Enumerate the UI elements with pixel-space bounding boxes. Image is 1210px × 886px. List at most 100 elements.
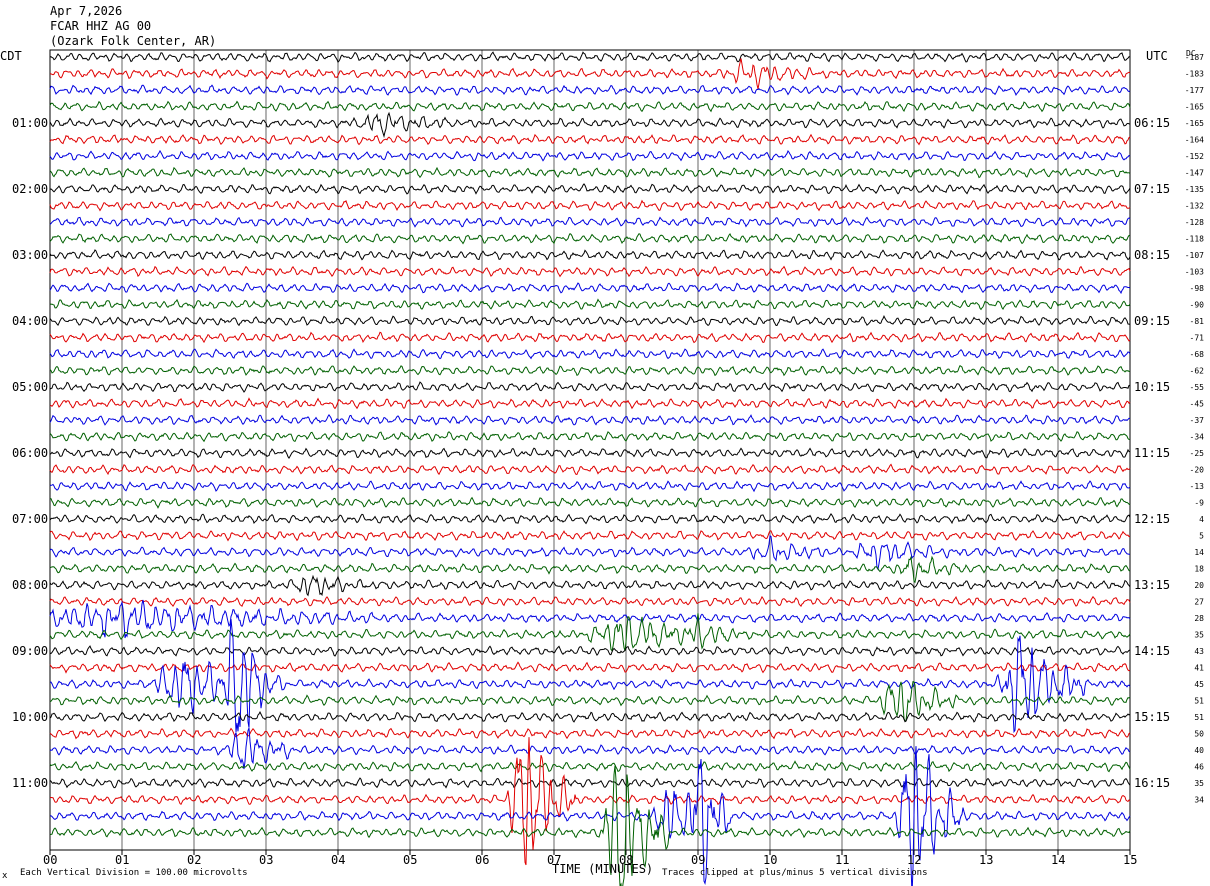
dc-offset-label: 41: [1194, 664, 1204, 673]
dc-offset-label: -37: [1190, 416, 1205, 425]
right-hour-label: 12:15: [1134, 512, 1170, 526]
right-hour-label: 09:15: [1134, 314, 1170, 328]
trace-row-19: [49, 364, 1131, 377]
left-hour-label: 10:00: [12, 710, 48, 724]
trace-row-33: [49, 595, 1131, 608]
dc-offset-label: -107: [1185, 251, 1204, 260]
x-tick-label: 05: [403, 853, 417, 867]
trace-row-44: [49, 777, 1131, 789]
trace-row-4: [49, 111, 1131, 139]
trace-row-14: [49, 282, 1131, 295]
left-hour-label: 05:00: [12, 380, 48, 394]
trace-row-31: [49, 555, 1131, 584]
trace-row-7: [49, 166, 1131, 179]
trace-row-29: [49, 530, 1131, 542]
trace-row-1: [49, 58, 1131, 90]
trace-row-37: [49, 661, 1131, 674]
dc-offset-label: -165: [1185, 103, 1204, 112]
dc-offset-label: 46: [1194, 763, 1204, 772]
x-tick-label: 00: [43, 853, 57, 867]
left-hour-label: 08:00: [12, 578, 48, 592]
left-hour-label: 09:00: [12, 644, 48, 658]
x-tick-label: 03: [259, 853, 273, 867]
trace-row-41: [49, 727, 1131, 740]
trace-row-39: [49, 680, 1131, 722]
right-hour-label: 06:15: [1134, 116, 1170, 130]
dc-offset-label: -177: [1185, 86, 1204, 95]
trace-row-34: [49, 599, 1131, 639]
dc-offset-label: 51: [1194, 697, 1204, 706]
dc-offset-label: 18: [1194, 565, 1204, 574]
x-tick-label: 11: [835, 853, 849, 867]
dc-offset-label: 27: [1194, 598, 1204, 607]
trace-row-23: [49, 431, 1131, 443]
trace-row-43: [49, 760, 1131, 773]
trace-row-24: [49, 447, 1131, 460]
left-hour-label: 06:00: [12, 446, 48, 460]
dc-offset-label: -183: [1185, 70, 1204, 79]
trace-row-0: [49, 51, 1130, 63]
right-hour-label: 13:15: [1134, 578, 1170, 592]
left-hour-label: 04:00: [12, 314, 48, 328]
x-tick-label: 15: [1123, 853, 1137, 867]
left-hour-label: 03:00: [12, 248, 48, 262]
dc-offset-label: -152: [1185, 152, 1204, 161]
trace-row-47: [49, 765, 1131, 886]
dc-offset-label: 5: [1199, 532, 1204, 541]
dc-offset-label: 40: [1194, 746, 1204, 755]
dc-offset-label: 51: [1194, 713, 1204, 722]
right-hour-label: 07:15: [1134, 182, 1170, 196]
trace-row-13: [49, 265, 1131, 278]
x-tick-label: 10: [763, 853, 777, 867]
trace-row-46: [49, 746, 1131, 886]
dc-offset-label: -13: [1190, 482, 1205, 491]
right-hour-label: 08:15: [1134, 248, 1170, 262]
trace-row-28: [49, 512, 1131, 525]
dc-offset-label: -135: [1185, 185, 1204, 194]
axis-labels: 00 01 02 03 04 05 06 07 08 09 10 11 12 13 14 15 01:00 02:…: [12, 53, 1204, 867]
trace-row-8: [49, 183, 1131, 195]
dc-offset-label: 28: [1194, 614, 1204, 623]
x-axis-label: TIME (MINUTES): [552, 862, 653, 876]
dc-offset-label: -25: [1190, 449, 1205, 458]
left-hour-label: 07:00: [12, 512, 48, 526]
trace-row-21: [49, 397, 1131, 410]
plot-frame: [49, 49, 1131, 851]
right-hour-label: 11:15: [1134, 446, 1170, 460]
left-hour-label: 11:00: [12, 776, 48, 790]
dc-offset-label: -62: [1190, 367, 1205, 376]
trace-row-22: [49, 414, 1131, 426]
trace-row-40: [49, 711, 1131, 723]
dc-offset-label: 43: [1194, 647, 1204, 656]
right-hour-label: 16:15: [1134, 776, 1170, 790]
seismogram-traces: [49, 51, 1131, 886]
left-hour-label: 01:00: [12, 116, 48, 130]
clip-note: Traces clipped at plus/minus 5 vertical …: [662, 868, 928, 878]
trace-row-26: [49, 480, 1131, 493]
trace-row-38: [49, 619, 1131, 734]
dc-offset-label: -118: [1185, 235, 1204, 244]
trace-row-36: [49, 645, 1131, 657]
right-hour-label: 14:15: [1134, 644, 1170, 658]
dc-offset-label: 45: [1194, 680, 1204, 689]
dc-offset-label: -103: [1185, 268, 1204, 277]
left-hour-label: 02:00: [12, 182, 48, 196]
x-tick-label: 13: [979, 853, 993, 867]
trace-row-3: [49, 100, 1131, 113]
dc-offset-label: -90: [1190, 301, 1205, 310]
x-tick-label: 04: [331, 853, 345, 867]
x-tick-label: 01: [115, 853, 129, 867]
trace-row-16: [49, 314, 1131, 327]
trace-row-6: [49, 149, 1131, 162]
dc-offset-label: -45: [1190, 400, 1205, 409]
trace-row-32: [49, 574, 1131, 597]
dc-offset-label: 4: [1199, 515, 1204, 524]
right-axis-title: UTC: [1146, 49, 1168, 63]
x-tick-label: 07: [547, 853, 561, 867]
dc-offset-label: -55: [1190, 383, 1205, 392]
dc-offset-label: 35: [1194, 631, 1204, 640]
trace-row-25: [49, 463, 1131, 476]
location-label: (Ozark Folk Center, AR): [50, 34, 217, 48]
dc-title: DC: [1186, 49, 1196, 58]
